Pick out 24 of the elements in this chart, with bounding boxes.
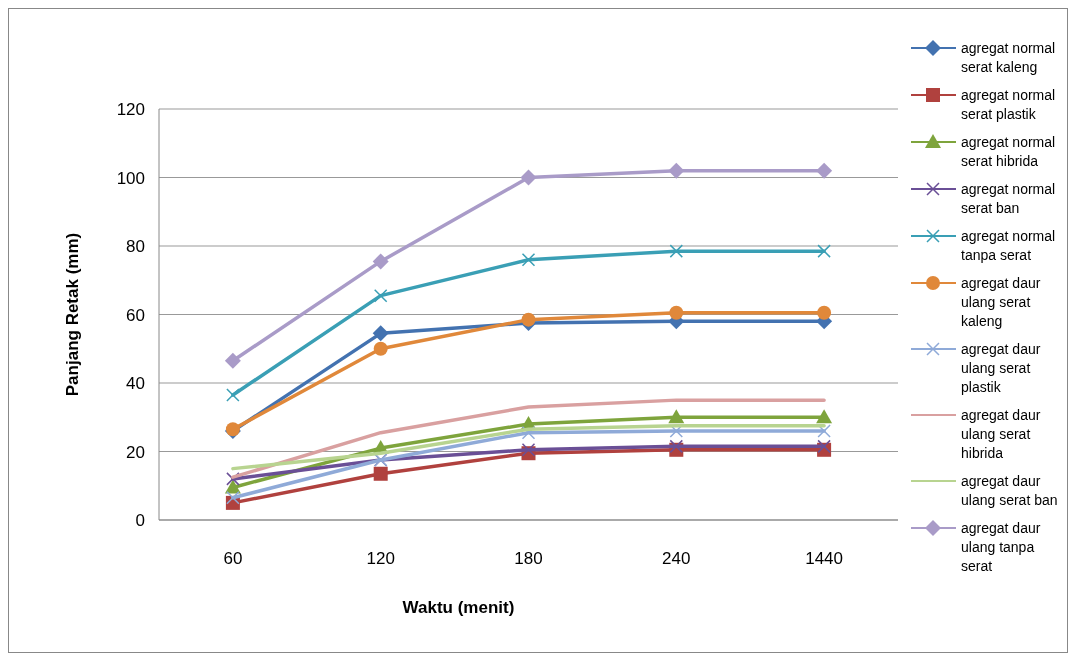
y-axis-title: Panjang Retak (mm): [63, 232, 82, 397]
legend-label: agregat normal tanpa serat: [961, 228, 1056, 263]
y-tick-label: 40: [126, 374, 145, 393]
x-tick-label: 120: [366, 549, 395, 568]
legend-label: agregat daur ulang serat ban: [961, 473, 1058, 508]
legend-label: agregat daur ulang serat plastik: [961, 341, 1041, 395]
x-tick-label: 180: [514, 549, 543, 568]
y-tick-label: 80: [126, 237, 145, 256]
y-tick-label: 20: [126, 442, 145, 462]
x-tick-label: 60: [223, 549, 243, 568]
y-tick-label: 120: [116, 100, 145, 119]
legend-label: agregat daur ulang tanpa serat: [961, 520, 1041, 574]
legend-label: agregat normal serat kaleng: [961, 40, 1056, 75]
x-tick-label: 1440: [805, 549, 844, 568]
y-tick-label: 60: [126, 305, 145, 325]
legend-label: agregat normal serat hibrida: [961, 134, 1056, 169]
x-tick-label: 240: [662, 549, 691, 568]
y-tick-label: 100: [116, 168, 145, 188]
x-axis-title: Waktu (menit): [402, 598, 515, 617]
legend-label: agregat daur ulang serat hibrida: [961, 407, 1041, 461]
y-tick-label: 0: [135, 511, 145, 530]
legend-label: agregat daur ulang serat kaleng: [961, 275, 1041, 329]
legend-label: agregat normal serat ban: [961, 181, 1056, 216]
legend-label: agregat normal serat plastik: [961, 87, 1056, 122]
